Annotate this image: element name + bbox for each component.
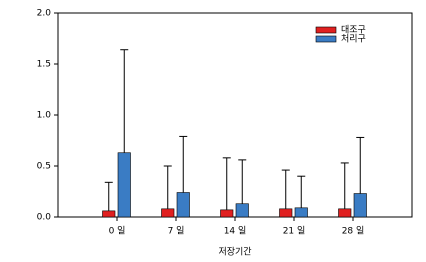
bar bbox=[220, 209, 234, 218]
legend-swatch bbox=[315, 35, 337, 43]
bar bbox=[338, 208, 352, 218]
x-tick-label: 14 일 bbox=[224, 226, 247, 237]
bar bbox=[235, 203, 249, 218]
bar bbox=[161, 208, 175, 218]
y-tick-label: 2.0 bbox=[37, 9, 52, 19]
bar bbox=[353, 193, 367, 218]
legend-label: 대조구 bbox=[341, 25, 366, 36]
bar bbox=[102, 210, 116, 218]
x-tick-label: 7 일 bbox=[168, 226, 185, 237]
y-tick-label: 0.0 bbox=[37, 213, 52, 223]
bar bbox=[176, 192, 190, 218]
bar bbox=[294, 207, 308, 218]
x-tick-label: 21 일 bbox=[283, 226, 306, 237]
legend-label: 처리구 bbox=[341, 33, 366, 45]
x-tick-label: 28 일 bbox=[342, 226, 365, 237]
x-tick-label: 0 일 bbox=[109, 226, 126, 237]
bar bbox=[117, 152, 131, 218]
y-tick-label: 1.5 bbox=[37, 60, 51, 70]
legend-swatch bbox=[315, 26, 337, 34]
y-tick-label: 0.5 bbox=[37, 162, 51, 172]
bar bbox=[279, 208, 293, 218]
y-tick-label: 1.0 bbox=[37, 111, 52, 121]
x-axis-title: 저장기간 bbox=[218, 247, 251, 258]
